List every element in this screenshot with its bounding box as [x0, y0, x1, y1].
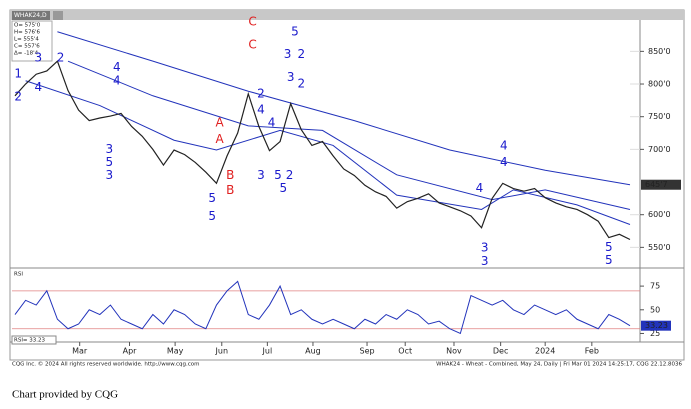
y-tick-label: 600'0	[648, 210, 671, 219]
ohlc-line: C= 557'6	[14, 44, 40, 50]
annotation: 3	[257, 168, 265, 182]
symbol: WHAK24,D	[14, 12, 47, 19]
moving-average	[25, 80, 631, 225]
annotation: 5	[106, 155, 114, 169]
credit: Chart provided by CQG	[12, 389, 118, 401]
annotation: B	[226, 183, 234, 197]
annotation: C	[248, 14, 256, 28]
rsi-readout: RSI= 33.23	[14, 338, 46, 344]
annotation: 2	[297, 77, 305, 91]
annotation: 5	[279, 181, 287, 195]
annotation: 4	[268, 116, 276, 130]
annotation: 3	[106, 168, 114, 182]
annotation: 2	[57, 50, 65, 64]
x-tick-label: Sep	[359, 347, 374, 356]
annotation: 1	[14, 67, 22, 81]
annotation: 3	[284, 47, 292, 61]
annotation: 2	[297, 47, 305, 61]
x-tick-label: 2024	[535, 347, 555, 356]
y-tick-label: 850'0	[648, 47, 671, 56]
annotation: 5	[274, 168, 282, 182]
last-value-box	[641, 179, 681, 190]
x-tick-label: Dec	[493, 347, 508, 356]
annotation: 2	[257, 86, 265, 100]
annotation: 3	[481, 254, 489, 268]
ohlc-line: Δ= -18'4	[14, 51, 39, 57]
ohlc-line: O= 575'0	[14, 23, 41, 29]
annotation: A	[216, 132, 225, 146]
y-tick-label: 800'0	[648, 80, 671, 89]
x-tick-label: Nov	[446, 347, 462, 356]
annotation: 3	[35, 50, 43, 64]
x-tick-label: May	[167, 347, 184, 356]
footer-left: CQG Inc. © 2024 All rights reserved worl…	[12, 361, 199, 368]
x-tick-label: Mar	[72, 347, 88, 356]
annotation: 2	[286, 168, 294, 182]
annotation: 5	[605, 253, 613, 267]
ohlc-line: L= 555'4	[14, 37, 39, 43]
annotation: 4	[257, 103, 265, 117]
annotation: 4	[500, 155, 508, 169]
moving-average	[57, 31, 631, 186]
footer-right: WHAK24 - Wheat - Combined, May 24, Daily…	[436, 362, 682, 368]
rsi-last-box	[641, 320, 671, 331]
header-bar	[10, 10, 684, 20]
rsi-tick-label: 50	[650, 305, 660, 314]
ohlc-bg	[11, 20, 53, 62]
annotation: 5	[291, 24, 299, 38]
rsi-last-label: 33.23	[645, 321, 668, 330]
annotation: 3	[481, 241, 489, 255]
rsi-tick-label: 25	[650, 329, 660, 338]
annotation: B	[226, 168, 234, 182]
ohlc-box: O= 575'0H= 576'6L= 555'4C= 557'6Δ= -18'4	[11, 20, 53, 62]
annotation: 5	[208, 209, 216, 223]
annotation: 4	[35, 80, 43, 94]
chart-frame	[9, 9, 685, 361]
rsi-tick-label: 75	[650, 282, 660, 291]
annotation: 4	[476, 181, 484, 195]
last-value-label: 645'7	[645, 180, 668, 189]
annotation: 4	[500, 139, 508, 153]
annotation: A	[216, 116, 225, 130]
x-tick-label: Jun	[215, 347, 229, 356]
y-tick-label: 700'0	[648, 145, 671, 154]
annotation: C	[248, 37, 256, 51]
annotation: 4	[113, 60, 121, 74]
annotation: 2	[14, 90, 22, 104]
rsi-line	[14, 280, 631, 335]
rsi-title: RSI	[14, 272, 23, 278]
moving-average	[67, 60, 631, 210]
annotation: 3	[106, 142, 114, 156]
x-tick-label: Jul	[262, 347, 273, 356]
x-tick-label: Apr	[123, 347, 138, 356]
tab-button[interactable]	[53, 11, 63, 20]
symbol-tab[interactable]	[12, 11, 50, 20]
annotation: 5	[605, 240, 613, 254]
annotation: 3	[287, 70, 295, 84]
annotation: 5	[208, 191, 216, 205]
annotation: 4	[113, 73, 121, 87]
rsi-readout-box	[11, 335, 57, 345]
y-tick-label: 550'0	[648, 243, 671, 252]
y-tick-label: 750'0	[648, 112, 671, 121]
x-tick-label: Feb	[585, 347, 599, 356]
x-tick-label: Oct	[398, 347, 412, 356]
price-line	[14, 60, 631, 241]
ohlc-line: H= 576'6	[14, 30, 41, 36]
x-tick-label: Aug	[305, 347, 321, 356]
